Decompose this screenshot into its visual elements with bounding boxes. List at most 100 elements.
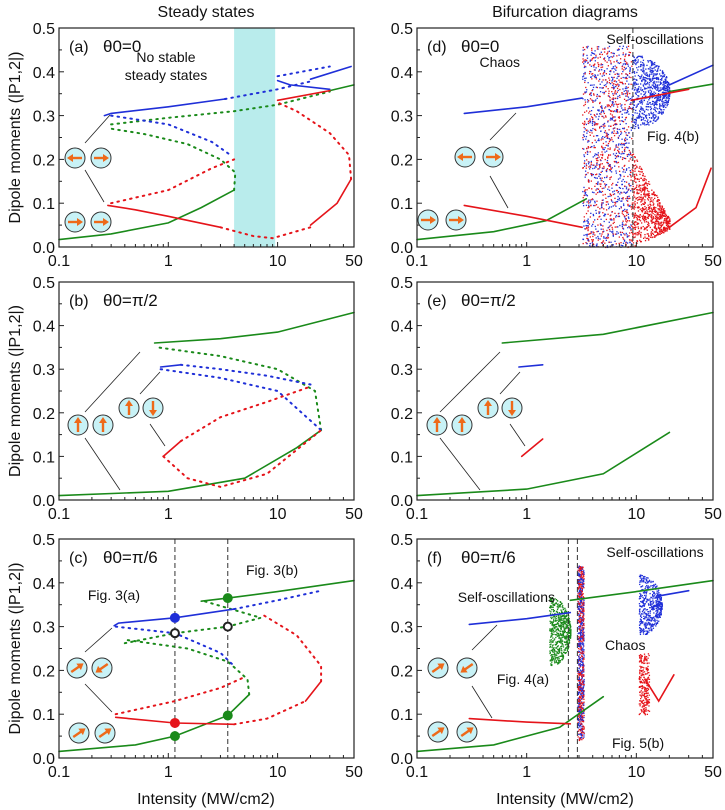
data-point	[665, 99, 667, 101]
data-point	[630, 184, 632, 187]
data-point	[597, 188, 600, 190]
data-point	[615, 83, 617, 86]
data-point	[582, 618, 584, 620]
data-point	[646, 631, 649, 633]
data-point	[616, 97, 619, 100]
data-point	[591, 225, 593, 227]
data-point	[623, 152, 625, 155]
data-point	[602, 48, 604, 50]
data-point	[583, 66, 586, 69]
data-point	[662, 212, 664, 215]
data-point	[566, 650, 569, 652]
data-point	[609, 195, 611, 197]
data-point	[583, 685, 585, 687]
data-point	[652, 201, 654, 203]
data-point	[585, 138, 587, 140]
data-point	[599, 87, 601, 89]
data-point	[662, 96, 665, 98]
data-point	[647, 109, 649, 111]
data-point	[603, 122, 606, 125]
data-point	[646, 580, 648, 582]
data-point	[582, 661, 584, 663]
data-point	[564, 611, 566, 613]
data-point	[587, 147, 590, 149]
data-point	[582, 696, 585, 698]
data-point	[557, 603, 559, 605]
data-point	[602, 87, 605, 89]
data-point	[579, 624, 581, 627]
data-point	[653, 91, 655, 93]
data-point	[634, 156, 636, 158]
data-point	[625, 134, 628, 136]
data-point	[621, 180, 623, 182]
data-point	[621, 120, 623, 122]
data-point	[638, 113, 641, 115]
data-point	[605, 116, 607, 118]
data-point	[645, 591, 648, 594]
stable-blue-branch	[518, 364, 544, 368]
data-point	[583, 683, 585, 686]
data-point	[605, 236, 608, 239]
data-point	[581, 649, 583, 652]
data-point	[640, 118, 643, 120]
arrow-head-icon	[457, 153, 463, 161]
data-point	[634, 84, 636, 86]
data-point	[597, 235, 599, 238]
data-point	[623, 216, 626, 218]
data-point	[579, 573, 582, 575]
data-point	[583, 702, 585, 704]
data-point	[554, 615, 556, 618]
data-point	[612, 182, 614, 185]
data-point	[641, 55, 643, 57]
data-point	[650, 231, 653, 233]
data-point	[626, 199, 628, 202]
data-point	[666, 223, 668, 225]
data-point	[640, 69, 642, 71]
data-point	[644, 219, 646, 221]
data-point	[622, 242, 625, 244]
data-point	[614, 93, 616, 95]
data-point	[581, 637, 583, 640]
data-point	[635, 221, 637, 223]
data-point	[565, 618, 568, 620]
data-point	[648, 68, 650, 70]
data-point	[579, 588, 582, 591]
data-point	[627, 203, 629, 206]
data-point	[628, 220, 631, 222]
arrow-head-icon	[433, 417, 441, 423]
data-point	[578, 678, 580, 681]
data-point	[578, 617, 580, 619]
data-point	[619, 120, 621, 122]
data-point	[582, 624, 585, 626]
data-point	[625, 186, 628, 188]
data-point	[636, 71, 638, 74]
data-point	[582, 688, 584, 691]
theta-label: θ0=0	[103, 37, 141, 56]
data-point	[641, 112, 643, 115]
data-point	[660, 228, 663, 231]
data-point	[561, 615, 563, 617]
data-point	[582, 628, 585, 631]
data-point	[643, 228, 645, 231]
data-point	[578, 733, 580, 736]
data-point	[560, 634, 563, 637]
data-point	[631, 208, 633, 210]
data-point	[577, 597, 580, 600]
data-point	[614, 123, 616, 125]
data-point	[659, 231, 661, 234]
data-point	[631, 213, 633, 215]
data-point	[579, 587, 581, 590]
panel-label: (c)	[69, 550, 88, 567]
data-point	[626, 234, 628, 236]
data-point	[601, 157, 603, 159]
data-point	[640, 77, 642, 79]
data-point	[608, 189, 611, 191]
data-point	[587, 161, 590, 163]
data-point	[614, 119, 617, 121]
data-point	[656, 612, 658, 614]
data-point	[656, 119, 658, 121]
data-point	[633, 176, 636, 179]
data-point	[669, 222, 671, 225]
data-point	[594, 121, 596, 124]
data-point	[664, 213, 667, 215]
